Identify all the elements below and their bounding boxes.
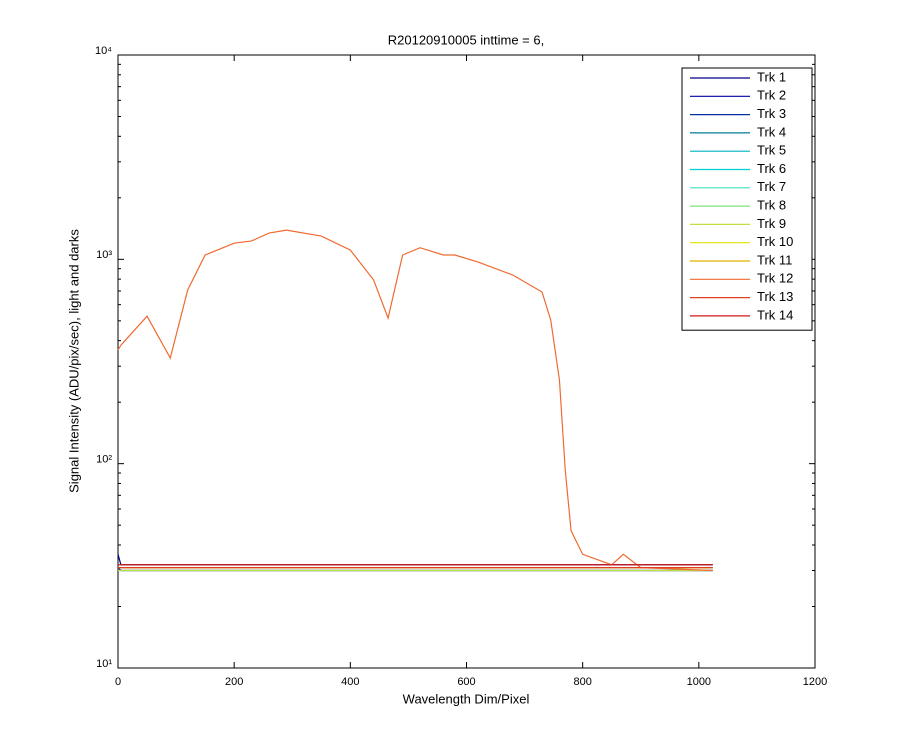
legend-label: Trk 3 [757, 106, 786, 121]
legend-label: Trk 8 [757, 198, 786, 213]
y-tick-label: 10² [96, 454, 112, 466]
legend-label: Trk 4 [757, 124, 786, 139]
chart-title: R20120910005 inttime = 6, [388, 32, 544, 47]
x-tick-label: 1000 [687, 676, 711, 688]
legend-label: Trk 14 [757, 307, 793, 322]
y-tick-label: 10⁴ [95, 45, 112, 57]
y-tick-label: 10³ [96, 249, 112, 261]
y-axis-label: Signal Intensity (ADU/pix/sec), light an… [66, 229, 81, 493]
legend-label: Trk 1 [757, 69, 786, 84]
legend-label: Trk 13 [757, 289, 793, 304]
series-line [117, 229, 713, 572]
legend-label: Trk 12 [757, 271, 793, 286]
x-tick-label: 200 [225, 676, 243, 688]
legend-box [681, 67, 813, 331]
legend-label: Trk 2 [757, 88, 786, 103]
x-tick-label: 800 [573, 676, 591, 688]
legend-label: Trk 5 [757, 143, 786, 158]
legend-label: Trk 6 [757, 161, 786, 176]
legend-label: Trk 9 [757, 216, 786, 231]
x-tick-label: 400 [341, 676, 359, 688]
x-tick-label: 0 [115, 676, 121, 688]
x-axis-label: Wavelength Dim/Pixel [403, 691, 530, 706]
legend-label: Trk 7 [757, 179, 786, 194]
x-tick-label: 1200 [803, 676, 827, 688]
legend-label: Trk 11 [757, 252, 792, 267]
legend-label: Trk 10 [757, 234, 793, 249]
x-tick-label: 600 [457, 676, 475, 688]
y-tick-label: 10¹ [96, 658, 112, 670]
